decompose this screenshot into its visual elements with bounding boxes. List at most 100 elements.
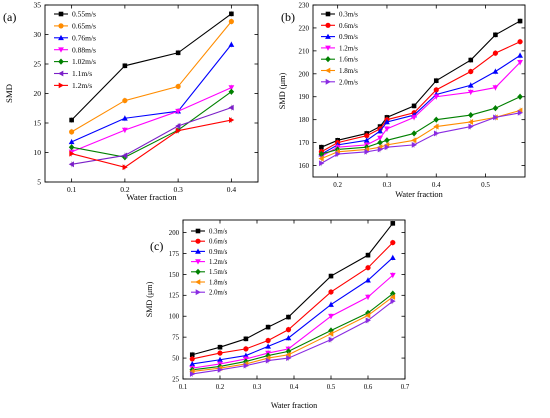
legend-marker (195, 259, 201, 265)
data-point (189, 352, 195, 358)
series-5 (68, 104, 234, 168)
y-tick-label: 50 (172, 355, 179, 362)
data-point (411, 130, 417, 137)
data-point (121, 115, 128, 121)
x-tick-label: 0.4 (290, 384, 299, 391)
legend-label: 0.9m/s (209, 249, 228, 256)
x-tick-label: 0.7 (401, 384, 410, 391)
y-tick-label: 210 (299, 47, 310, 55)
y-axis-label: SMD (μm) (278, 73, 287, 110)
data-point (433, 123, 439, 130)
y-tick-label: 150 (169, 272, 180, 279)
legend-label: 0.88m/s (72, 45, 96, 54)
legend-marker (195, 238, 201, 244)
data-point (69, 129, 75, 135)
series-line (71, 21, 232, 133)
data-point (411, 141, 417, 148)
y-tick-label: 25 (172, 376, 179, 383)
y-tick-label: 175 (169, 251, 180, 258)
data-point (69, 150, 75, 157)
data-point (68, 144, 75, 151)
y-tick-label: 35 (34, 1, 42, 10)
data-point (335, 151, 341, 157)
x-axis-label: Water fraction (271, 401, 317, 410)
y-tick-label: 170 (299, 139, 310, 147)
x-tick-label: 0.5 (327, 384, 336, 391)
series-line (71, 119, 232, 168)
x-tick-label: 0.2 (120, 185, 130, 194)
data-point (328, 330, 334, 337)
series-line (321, 112, 521, 164)
legend-marker (325, 56, 331, 63)
y-tick-label: 100 (169, 314, 180, 321)
series-1 (69, 18, 234, 135)
data-point (243, 336, 249, 342)
x-tick-label: 0.2 (333, 181, 342, 189)
panel-label: (b) (281, 10, 295, 24)
series-2 (189, 254, 396, 367)
data-point (328, 336, 334, 343)
data-point (229, 11, 234, 17)
data-point (217, 350, 223, 356)
legend-marker (195, 228, 201, 234)
legend-marker (58, 34, 64, 41)
legend-marker (325, 22, 331, 28)
series-line (71, 44, 232, 143)
data-point (467, 82, 474, 88)
series-line (192, 274, 394, 369)
series-3 (68, 84, 235, 155)
series-6 (319, 109, 523, 167)
data-point (377, 146, 383, 153)
data-point (411, 103, 417, 109)
plot-frame (312, 4, 526, 178)
data-point (217, 366, 223, 373)
series-6 (69, 117, 235, 171)
data-point (265, 355, 271, 361)
data-point (517, 39, 523, 45)
data-point (411, 137, 417, 144)
series-line (321, 96, 521, 155)
series-4 (318, 93, 523, 158)
data-point (365, 312, 371, 319)
chart-panel-2: 0.1 0.2 0.3 0.4 0.5 0.6 0.7 25 50 75 100 125 150 175 2… (145, 219, 410, 410)
legend-label: 1.2m/s (209, 259, 228, 266)
series-line (192, 257, 394, 365)
data-point (189, 356, 195, 362)
legend-marker (58, 47, 64, 53)
legend-label: 1.02m/s (72, 57, 96, 66)
legend: 0.3m/s 0.6m/s 0.9m/s 1.2m/s 1.5m/s 1.8m/s 2.0m… (191, 228, 228, 297)
data-point (377, 135, 383, 141)
data-point (390, 221, 396, 226)
data-point (492, 50, 499, 56)
data-point (69, 117, 74, 123)
y-tick-label: 220 (299, 24, 310, 32)
data-point (286, 355, 292, 361)
data-point (364, 148, 370, 155)
series-0 (189, 220, 396, 358)
series-1 (189, 239, 396, 362)
data-point (467, 111, 474, 119)
series-6 (189, 298, 396, 377)
series-line (192, 293, 394, 371)
series-line (321, 41, 521, 153)
data-point (228, 41, 235, 47)
data-point (384, 137, 390, 144)
data-point (189, 361, 196, 367)
chart-panel-0: 0.1 0.2 0.3 0.4 5 10 15 20 25 30 35 Water fraction S… (3, 1, 259, 202)
data-point (285, 351, 291, 358)
x-tick-label: 0.3 (383, 181, 392, 189)
x-tick-label: 0.5 (481, 181, 490, 189)
data-point (468, 57, 474, 63)
data-point (517, 109, 523, 116)
data-point (433, 87, 439, 93)
y-tick-label: 125 (169, 293, 180, 300)
data-point (433, 94, 440, 100)
legend-marker (58, 70, 64, 77)
data-point (492, 105, 499, 112)
series-line (321, 20, 521, 148)
legend-label: 1.5m/s (209, 269, 228, 276)
data-point (285, 327, 292, 333)
data-point (265, 343, 271, 349)
series-line (71, 107, 232, 165)
data-point (517, 18, 523, 24)
